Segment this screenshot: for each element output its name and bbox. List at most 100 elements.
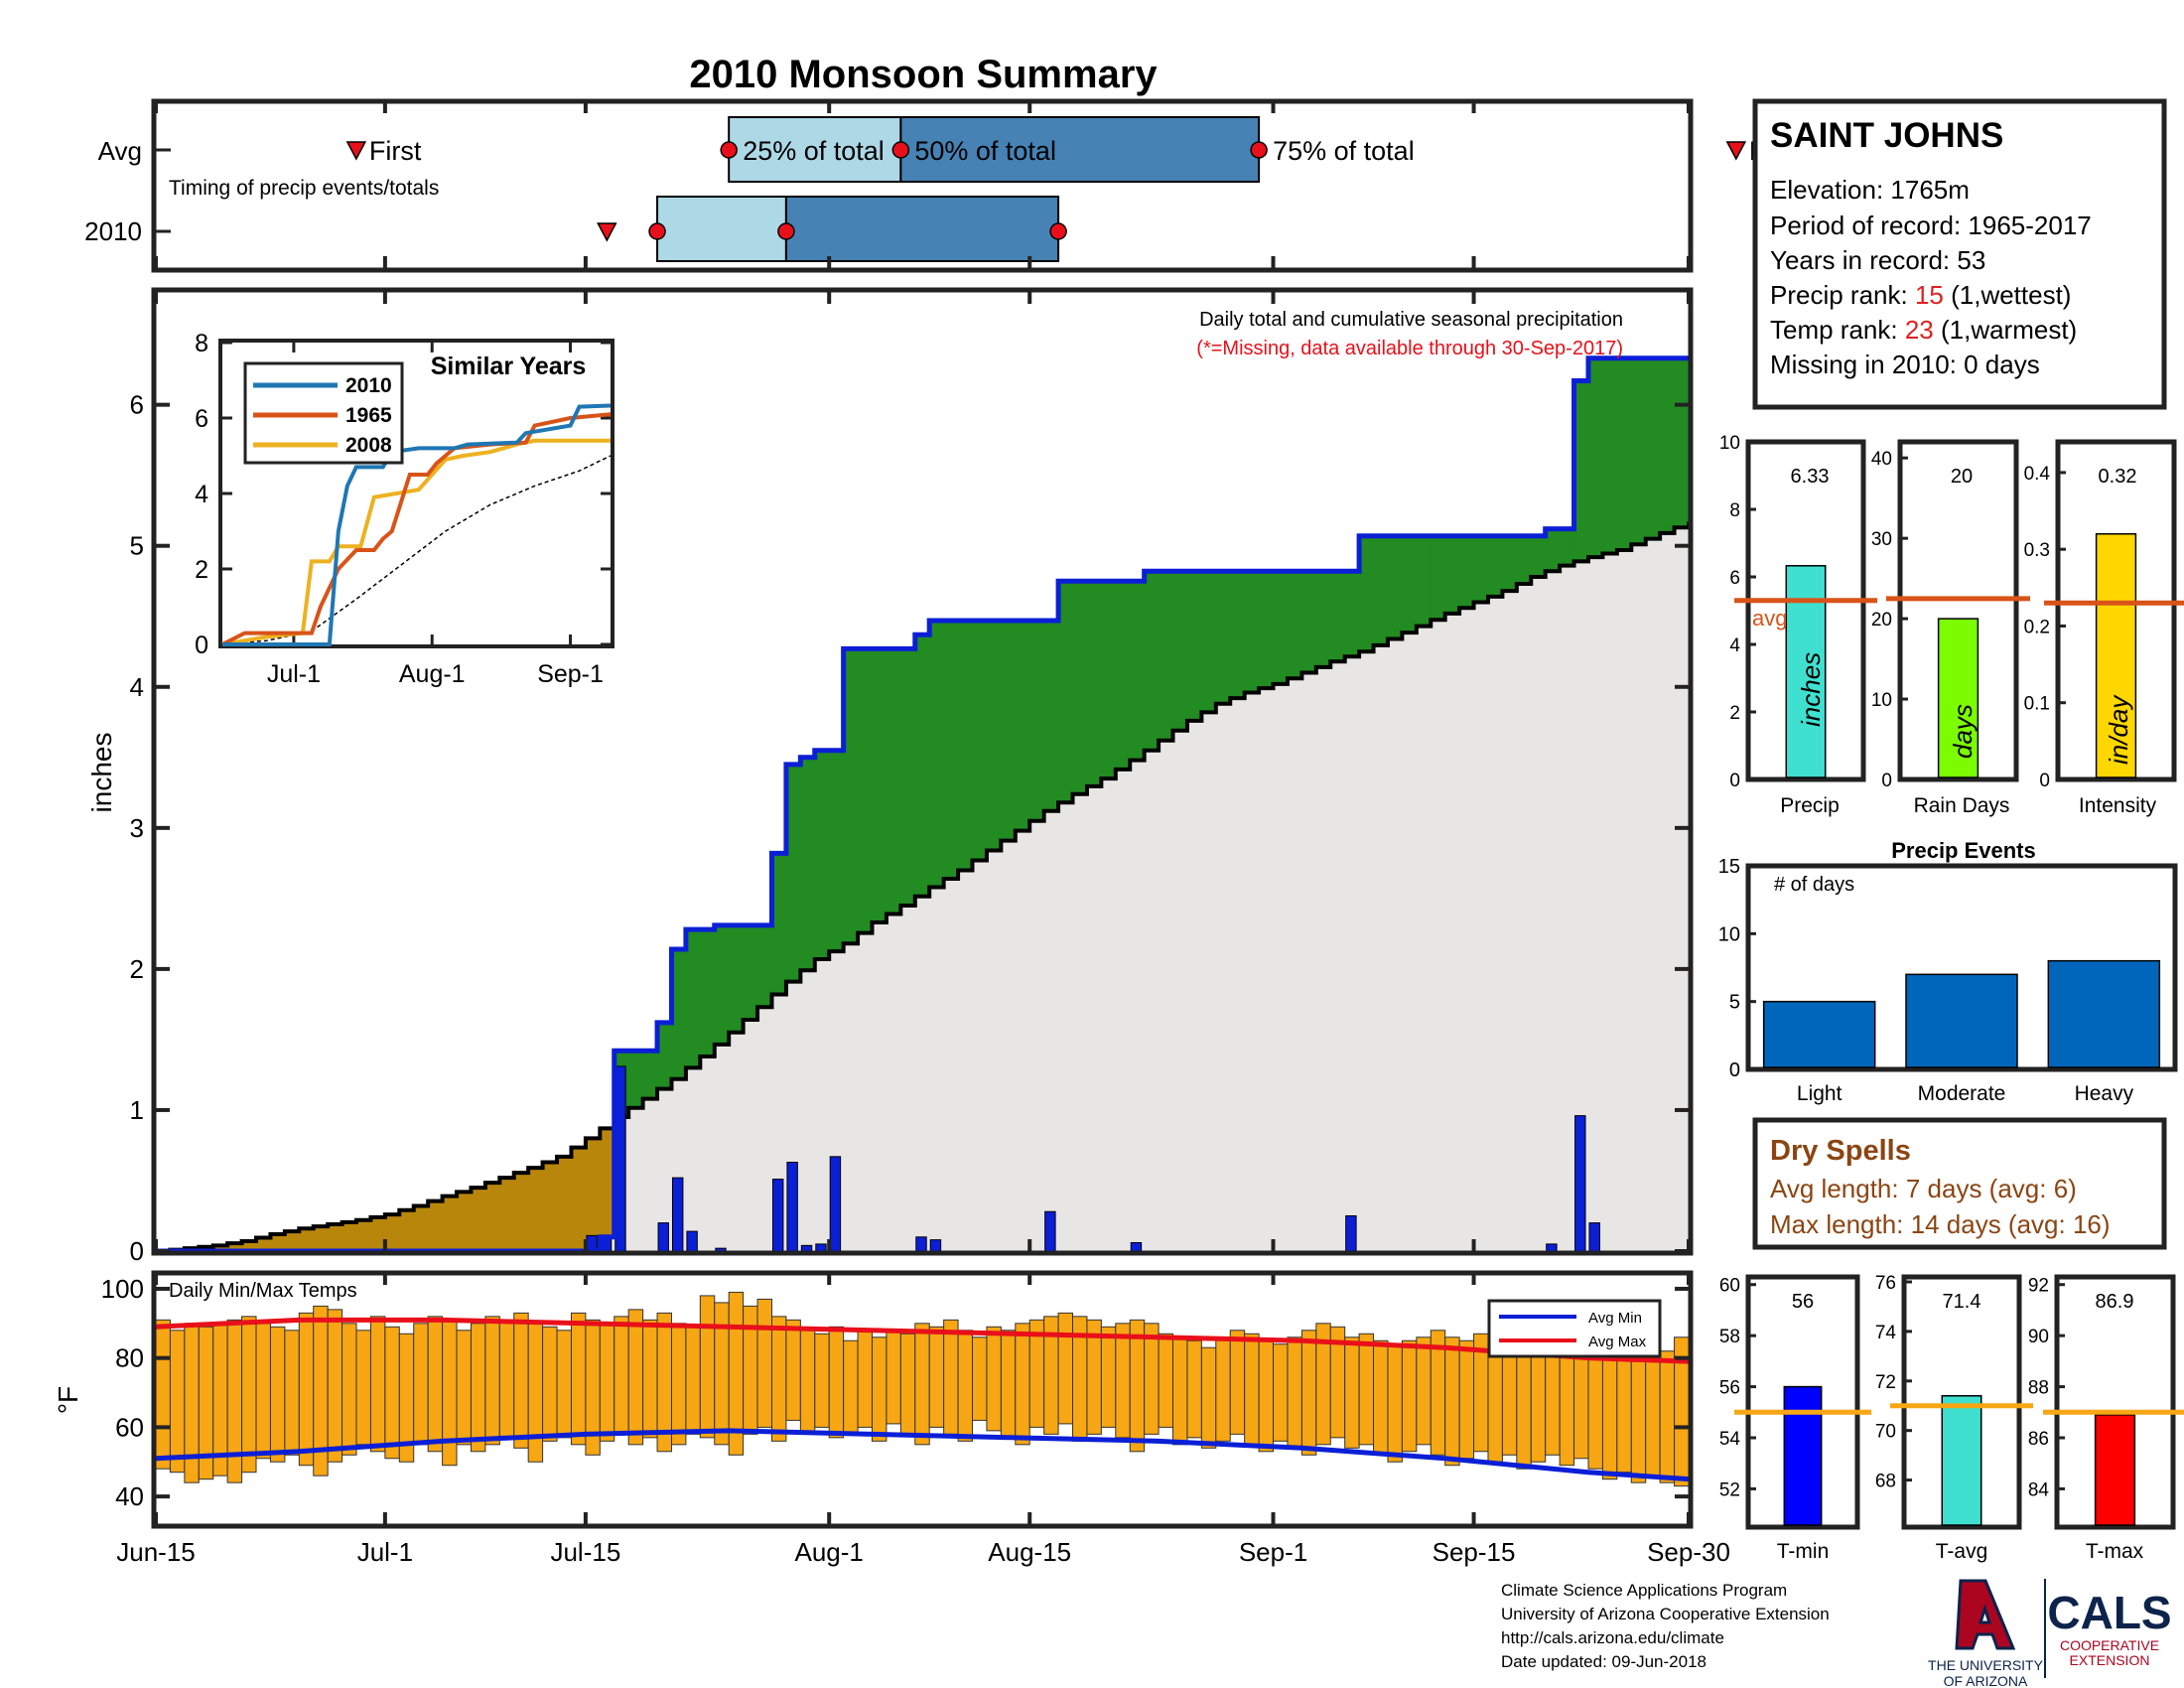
precip-tick-label: 10 — [1719, 433, 1740, 454]
daily-temp-bar — [1387, 1343, 1403, 1463]
daily-temp-bar — [484, 1316, 500, 1446]
tavg-bar — [1941, 1395, 1982, 1526]
daily-temp-bar — [498, 1319, 515, 1439]
surplus-segment — [1043, 620, 1059, 811]
daily-temp-bar — [355, 1330, 371, 1446]
avg-p50-marker — [891, 141, 910, 159]
p50-label: 50% of total — [914, 136, 1056, 166]
timing-row-year: 2010 — [84, 216, 142, 246]
surplus-segment — [628, 1051, 644, 1108]
surplus-segment — [1660, 357, 1676, 533]
daily-temp-bar — [785, 1319, 801, 1421]
tavg-tick-label: 76 — [1875, 1273, 1896, 1294]
surplus-segment — [1373, 535, 1389, 645]
footer-credits: Climate Science Applications Program Uni… — [1501, 1579, 1830, 1674]
avg-q1-box — [728, 116, 902, 183]
station-period: Period of record: 1965-2017 — [1770, 211, 2092, 240]
temp-y-tick-label: 40 — [115, 1481, 144, 1511]
daily-temp-bar — [155, 1319, 171, 1470]
daily-temp-bar — [284, 1330, 300, 1456]
deficit-segment — [484, 1183, 500, 1251]
daily-temp-bar — [928, 1326, 945, 1428]
timing-note: Timing of precip events/totals — [169, 177, 439, 200]
events-bar — [1762, 1000, 1876, 1068]
daily-temp-bar — [1200, 1346, 1217, 1449]
tmin-label: T-min — [1777, 1540, 1830, 1563]
events-bar — [1905, 973, 2018, 1068]
daily-temp-bar — [943, 1319, 959, 1435]
inset-title: Similar Years — [431, 352, 587, 380]
surplus-segment — [1645, 357, 1661, 539]
coop-text-1: COOPERATIVE — [2060, 1637, 2159, 1653]
temp-y-tick-label: 80 — [115, 1343, 144, 1373]
surplus-segment — [1001, 620, 1017, 841]
daily-temp-bar — [1416, 1336, 1432, 1446]
surplus-segment — [1330, 571, 1346, 662]
avg-first-marker — [345, 141, 367, 161]
surplus-segment — [1560, 528, 1575, 566]
tmax-tick-label: 92 — [2028, 1276, 2049, 1297]
main-precip-chart: Daily total and cumulative seasonal prec… — [86, 101, 1730, 1567]
daily-precip-bar — [829, 1156, 842, 1252]
daily-temp-bar — [986, 1326, 1002, 1432]
surplus-segment — [1516, 535, 1532, 585]
events-title: Precip Events — [1891, 838, 2036, 863]
surplus-segment — [800, 757, 816, 971]
surplus-segment — [1015, 620, 1030, 831]
daily-temp-bar — [1373, 1339, 1389, 1456]
surplus-segment — [1159, 571, 1174, 741]
station-years: Years in record: 53 — [1770, 245, 1985, 275]
daily-temp-bar — [1144, 1323, 1160, 1435]
inset-y-tick-label: 2 — [195, 556, 208, 584]
daily-temp-bar — [1100, 1326, 1117, 1428]
raindays-panel-label: Rain Days — [1914, 794, 2010, 817]
temp-summary-panels: 52 54 56 58 60 68 70 72 74 76 84 86 88 90 92 T-min T-a… — [1719, 1273, 2184, 1563]
surplus-segment — [1315, 571, 1331, 667]
surplus-segment — [1259, 571, 1275, 689]
temp-legend-box — [1487, 1299, 1662, 1358]
daily-temp-bar — [241, 1316, 257, 1474]
surplus-segment — [900, 648, 916, 906]
daily-temp-bar — [1229, 1330, 1246, 1435]
deficit-segment — [571, 1147, 587, 1251]
precip-summary-panels: 0 2 4 6 8 10 0 10 20 30 40 0 0.1 0.2 0.3 0.4 Precip Rai… — [1719, 433, 2184, 817]
surplus-segment — [671, 948, 687, 1079]
surplus-segment — [972, 620, 988, 861]
main-x-tick-label: Jun-15 — [116, 1537, 196, 1567]
avg-p25-marker — [720, 141, 738, 159]
precip-panel-value: 6.33 — [1791, 466, 1830, 488]
daily-temp-bar — [1300, 1330, 1317, 1456]
main-y-tick-label: 1 — [130, 1095, 144, 1125]
intensity-unit: in/day — [2104, 694, 2133, 765]
tmin-tick-label: 58 — [1719, 1327, 1740, 1347]
daily-temp-bar — [614, 1316, 629, 1435]
deficit-segment — [356, 1219, 371, 1251]
daily-temp-bar — [341, 1323, 357, 1456]
inset-x-tick-label: Sep-1 — [537, 660, 604, 688]
surplus-segment — [757, 924, 772, 1008]
surplus-segment — [642, 1051, 658, 1099]
daily-precip-bar — [915, 1236, 927, 1252]
intensity-tick-label: 0 — [2039, 771, 2050, 791]
cals-logo: CALS — [2047, 1587, 2171, 1638]
main-x-tick-label: Sep-15 — [1433, 1537, 1516, 1567]
deficit-segment — [457, 1192, 472, 1251]
events-bar — [2047, 959, 2161, 1068]
inset-x-tick-label: Jul-1 — [267, 660, 321, 688]
avg-last-marker — [1725, 141, 1747, 161]
surplus-segment — [1387, 535, 1403, 639]
intensity-bar — [2095, 532, 2137, 778]
surplus-segment — [743, 924, 758, 1021]
surplus-segment — [1115, 581, 1131, 770]
station-elevation: Elevation: 1765m — [1770, 175, 1970, 205]
raindays-bar — [1937, 618, 1979, 778]
daily-precip-bar — [1044, 1210, 1056, 1252]
tmax-tick-label: 90 — [2028, 1327, 2049, 1347]
daily-precip-bar — [1588, 1222, 1600, 1252]
temp-legend: Avg Min Avg Max — [1487, 1299, 1662, 1358]
daily-temp-bar — [1645, 1357, 1661, 1477]
avg-cumulative-line — [156, 521, 1691, 1253]
deficit-segment — [270, 1233, 286, 1251]
daily-precip-bar — [1546, 1243, 1558, 1252]
surplus-segment — [1444, 535, 1460, 614]
